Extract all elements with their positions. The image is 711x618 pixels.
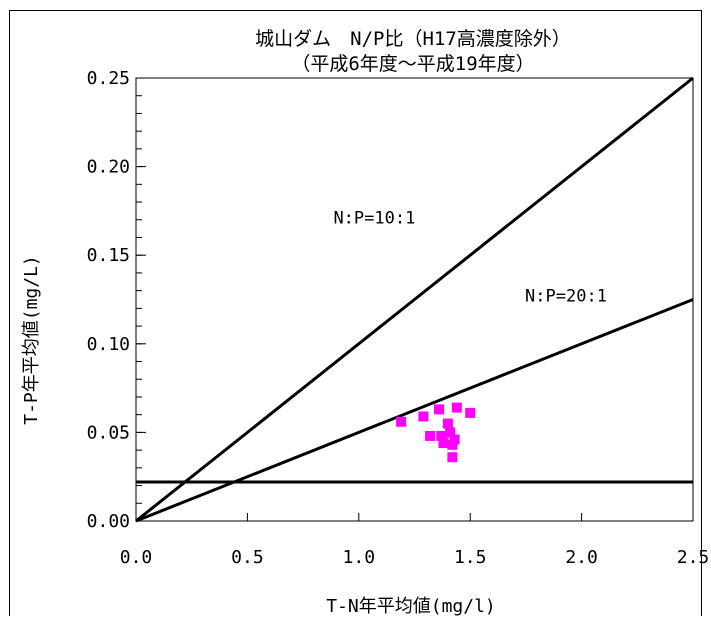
x-tick-label: 2.0 — [565, 547, 598, 568]
reference-line-----20-1 — [135, 298, 694, 523]
data-point — [438, 438, 449, 449]
y-tick-label: 0.25 — [87, 68, 130, 89]
reference-line-----10-1 — [135, 76, 694, 523]
x-tick-label: 1.5 — [454, 547, 487, 568]
x-tick-label: 2.5 — [677, 547, 710, 568]
data-point — [445, 427, 456, 438]
chart-subtitle: （平成6年度～平成19年度） — [291, 53, 534, 75]
chart-frame — [9, 10, 702, 616]
y-tick-label: 0.10 — [87, 334, 130, 355]
data-point — [442, 418, 453, 429]
y-tick-label: 0.20 — [87, 157, 130, 178]
data-point — [451, 402, 462, 413]
data-point — [418, 411, 429, 422]
y-axis-label: T-P年平均値(mg/L) — [21, 255, 42, 425]
data-point — [436, 430, 447, 441]
x-tick-label: 0.0 — [120, 547, 153, 568]
x-axis-label: T-N年平均値(mg/l) — [326, 596, 496, 617]
y-tick-label: 0.00 — [87, 511, 130, 532]
data-point — [465, 407, 476, 418]
reference-line-label: N:P=10:1 — [333, 208, 415, 228]
y-tick-label: 0.05 — [87, 422, 130, 443]
plot-area: 0.00 0.05 0.10 0.15 0.20 0.25 0.0 0.5 1.0 1.5 2.0 2… — [87, 68, 710, 568]
data-point — [396, 416, 407, 427]
y-tick-label: 0.15 — [87, 245, 130, 266]
data-point — [434, 404, 445, 415]
reference-line-label: N:P=20:1 — [525, 286, 607, 306]
x-tick-label: 1.0 — [343, 547, 376, 568]
data-point — [449, 434, 460, 445]
chart-title: 城山ダム N/P比（H17高濃度除外） — [255, 28, 571, 50]
data-point — [447, 452, 458, 463]
data-point — [447, 439, 458, 450]
data-point — [425, 430, 436, 441]
x-tick-label: 0.5 — [231, 547, 264, 568]
